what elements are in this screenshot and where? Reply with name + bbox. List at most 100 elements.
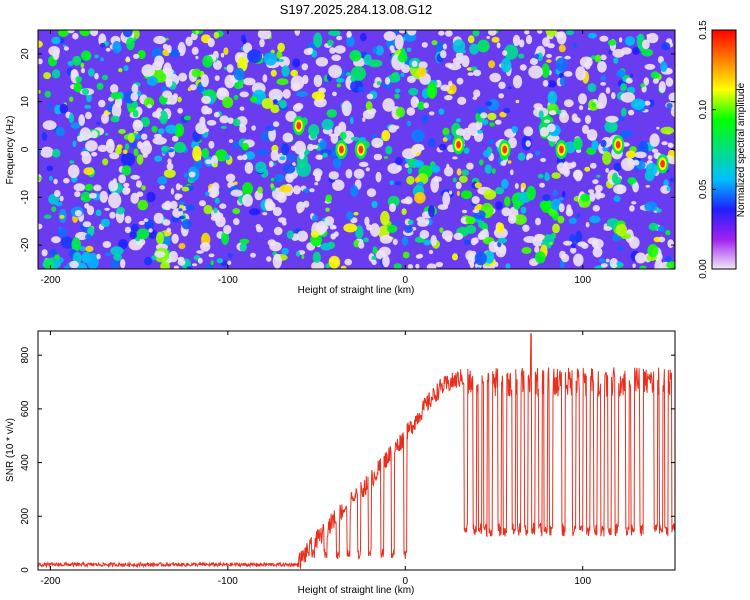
heatmap-cell	[472, 209, 480, 214]
heatmap-cell	[431, 165, 441, 174]
heatmap-cell	[120, 152, 136, 167]
heatmap-cell	[547, 123, 556, 133]
heatmap-cell	[646, 32, 659, 44]
heatmap-cell	[205, 263, 214, 269]
heatmap-cell	[378, 246, 391, 257]
heatmap-cell	[51, 69, 61, 79]
heatmap-hotspot	[502, 145, 508, 154]
heatmap-cell	[459, 175, 468, 183]
heatmap-cell	[477, 39, 490, 53]
heatmap-cell	[219, 203, 227, 209]
heatmap-cell	[371, 259, 377, 265]
y-tick-label: 0	[20, 146, 31, 152]
heatmap-cell	[53, 178, 58, 185]
heatmap-cell	[177, 258, 186, 266]
heatmap-cell	[138, 220, 145, 225]
heatmap-cell	[570, 247, 577, 254]
heatmap-cell	[525, 140, 531, 148]
heatmap-cell	[380, 210, 390, 226]
heatmap-cell	[643, 77, 650, 86]
heatmap-cell	[644, 63, 656, 70]
heatmap-cell	[653, 152, 660, 159]
heatmap-cell	[321, 119, 334, 131]
heatmap-cell	[332, 225, 337, 230]
heatmap-cell	[290, 69, 299, 77]
heatmap-cell	[592, 179, 599, 185]
heatmap-cell	[67, 60, 74, 66]
heatmap-cell	[144, 256, 153, 266]
heatmap-cell	[52, 148, 61, 158]
heatmap-cell	[414, 176, 421, 184]
heatmap-cell	[205, 159, 212, 165]
heatmap-cell	[38, 149, 42, 155]
heatmap-cell	[221, 230, 230, 245]
heatmap-cell	[137, 49, 146, 60]
heatmap-cell	[272, 121, 280, 127]
heatmap-cell	[456, 190, 460, 196]
heatmap-cell	[43, 258, 54, 269]
heatmap-cell	[143, 218, 149, 222]
heatmap-cell	[79, 30, 91, 37]
snr-frame	[37, 330, 676, 571]
heatmap-cell	[559, 76, 566, 87]
heatmap-cell	[625, 150, 636, 159]
heatmap-cell	[498, 81, 506, 90]
heatmap-cell	[549, 110, 557, 116]
heatmap-cell	[69, 160, 75, 164]
heatmap-cell	[517, 152, 526, 161]
heatmap-cell	[38, 90, 41, 94]
heatmap-cell	[325, 207, 330, 212]
heatmap-cell	[649, 133, 660, 147]
heatmap-cell	[496, 222, 505, 234]
heatmap-cell	[222, 96, 234, 109]
heatmap-cell	[197, 257, 203, 264]
heatmap-cell	[105, 132, 109, 136]
heatmap-cell	[303, 188, 311, 193]
heatmap-cell	[400, 198, 411, 204]
heatmap-cell	[665, 256, 672, 263]
heatmap-cell	[366, 188, 377, 198]
heatmap-cell	[133, 119, 142, 128]
heatmap-hotspot	[296, 121, 302, 130]
heatmap-cell	[526, 155, 530, 161]
heatmap-cell	[177, 96, 182, 103]
heatmap-cell	[665, 77, 674, 87]
heatmap-cell	[141, 133, 148, 140]
snr-y-ticks: 0 200 400 600 800	[20, 346, 675, 573]
heatmap-cell	[110, 115, 120, 123]
heatmap-cell	[394, 157, 403, 166]
heatmap-cell	[94, 72, 99, 80]
heatmap-cell	[124, 215, 132, 224]
heatmap-cell	[602, 146, 609, 152]
y-tick-label: -20	[20, 237, 31, 252]
heatmap-cell	[148, 228, 153, 233]
heatmap-cell	[130, 174, 140, 180]
heatmap-cell	[521, 247, 532, 254]
heatmap-cell	[73, 82, 83, 93]
heatmap-cell	[255, 161, 267, 173]
heatmap-cell	[51, 236, 61, 244]
heatmap-cell	[363, 54, 372, 66]
heatmap-cell	[187, 87, 192, 92]
heatmap-cell	[557, 215, 565, 224]
heatmap-cell	[502, 50, 508, 56]
heatmap-cell	[329, 47, 336, 54]
heatmap-cell	[195, 122, 207, 135]
heatmap-cell	[99, 190, 108, 203]
heatmap-cell	[328, 64, 342, 79]
heatmap-cell	[360, 32, 367, 42]
heatmap-cell	[41, 132, 48, 141]
heatmap-cell	[661, 42, 671, 51]
heatmap-cell	[68, 112, 75, 124]
heatmap-cell	[416, 67, 427, 78]
heatmap-cell	[350, 185, 359, 197]
heatmap-cell	[173, 141, 186, 153]
heatmap-cell	[669, 143, 674, 148]
heatmap-cell	[120, 258, 126, 269]
heatmap-cell	[160, 261, 170, 269]
heatmap-cell	[582, 124, 589, 134]
heatmap-cell	[445, 62, 453, 68]
heatmap-cell	[59, 195, 64, 202]
heatmap-cell	[203, 204, 213, 215]
heatmap-cell	[108, 192, 122, 209]
